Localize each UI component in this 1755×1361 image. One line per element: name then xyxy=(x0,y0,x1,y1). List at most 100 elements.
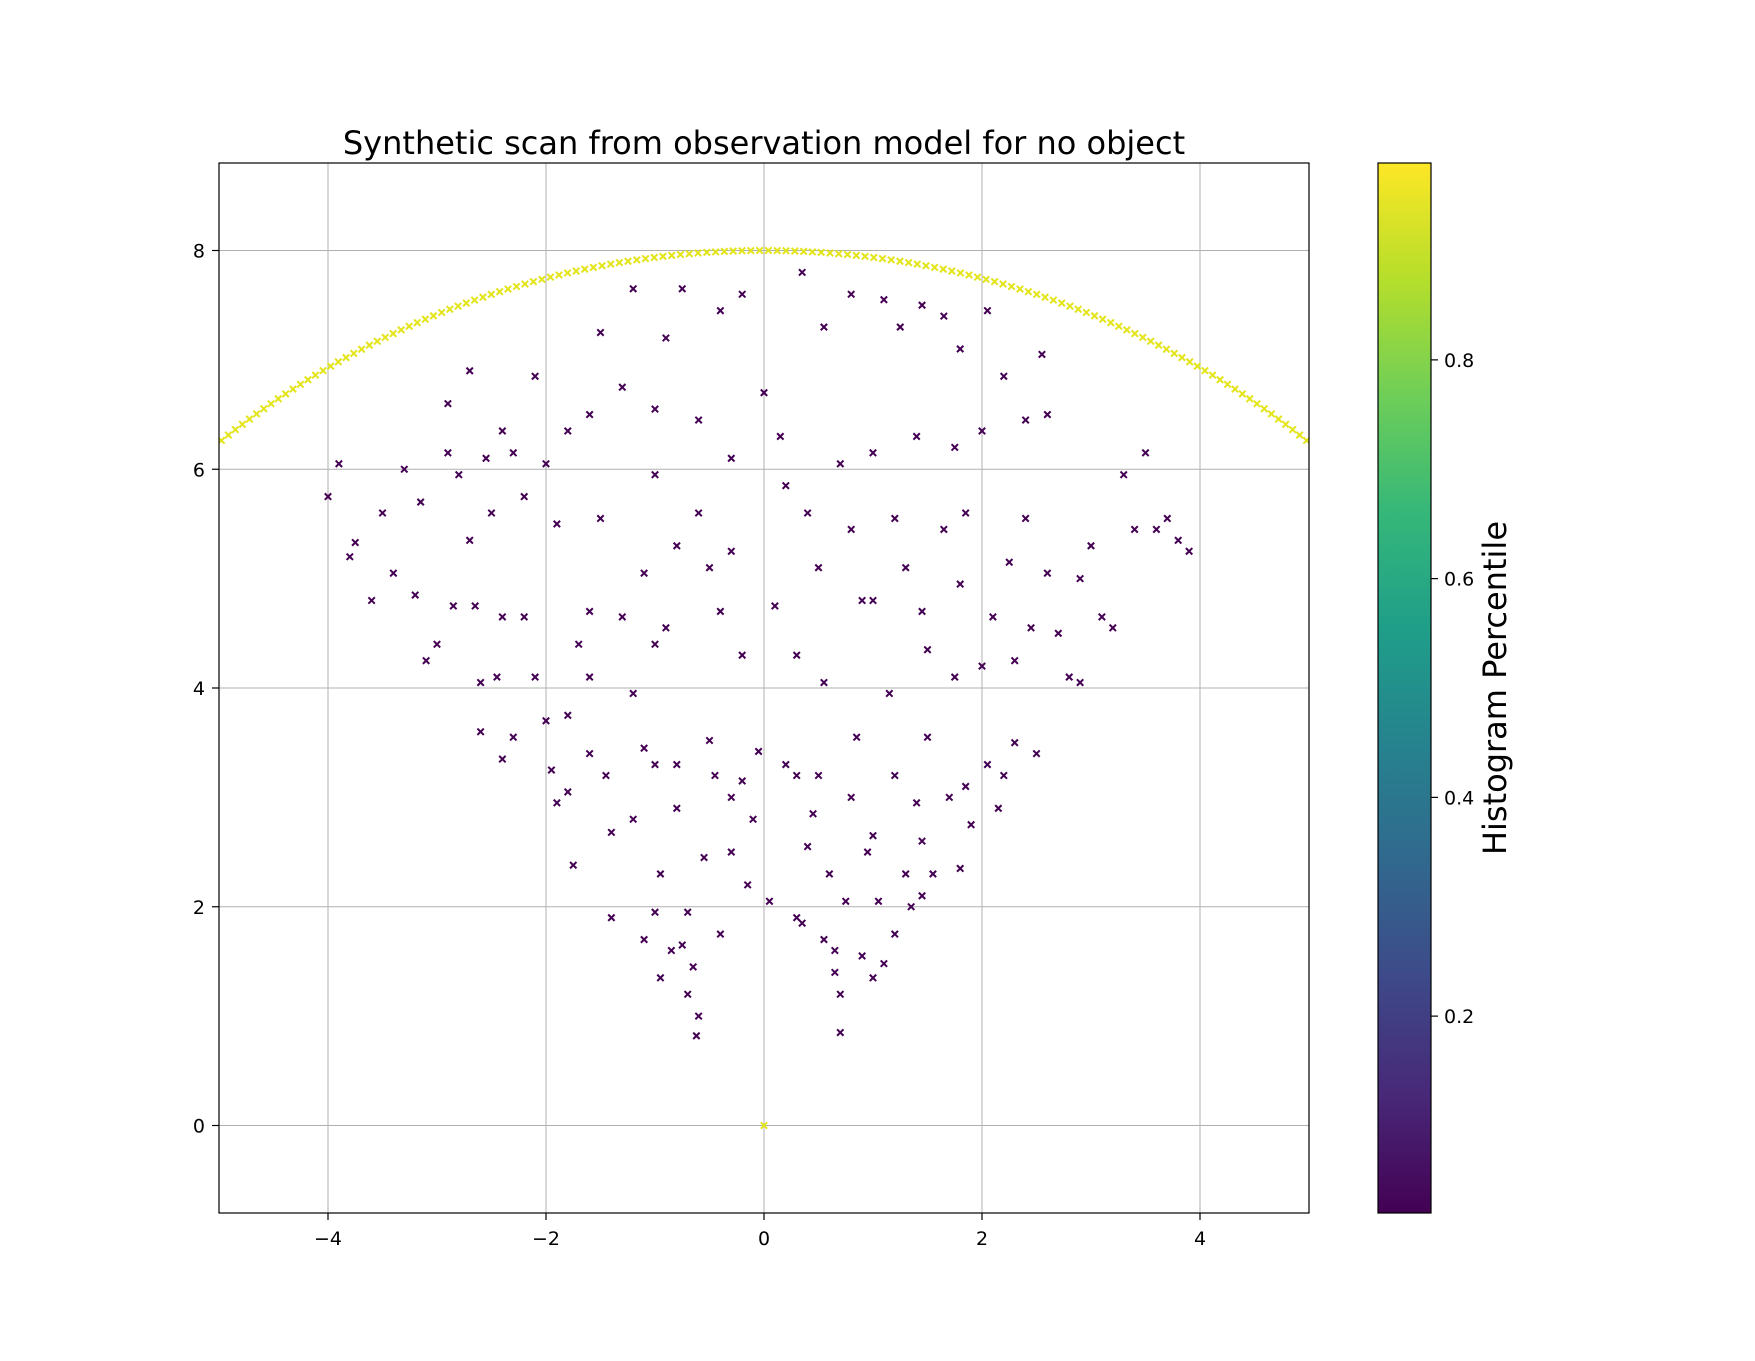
scatter-point-low xyxy=(1021,514,1030,523)
scatter-point-low xyxy=(389,569,398,578)
scatter-point-low xyxy=(661,334,670,342)
scatter-point-low xyxy=(830,968,839,977)
scatter-point-low xyxy=(585,673,594,681)
scatter-point-high xyxy=(1260,404,1269,413)
scatter-point-low xyxy=(400,465,409,474)
scatter-point-low xyxy=(552,798,561,807)
scatter-point-high xyxy=(1357,483,1363,489)
scatter-point-low xyxy=(918,891,926,900)
x-tick-label: 2 xyxy=(976,1228,988,1250)
scatter-point-high xyxy=(834,249,843,258)
scatter-point-high xyxy=(397,325,406,334)
scatter-point-low xyxy=(1005,558,1014,567)
scatter-point-low xyxy=(563,427,572,435)
scatter-point-high xyxy=(546,273,555,282)
scatter-point-high xyxy=(326,362,335,371)
scatter-point-low xyxy=(498,755,507,764)
scatter-point-low xyxy=(629,284,638,293)
scatter-point-low xyxy=(918,837,926,846)
scatter-point-high xyxy=(1245,394,1254,403)
scatter-point-low xyxy=(1152,525,1161,534)
scatter-point-low xyxy=(901,870,910,878)
scatter-point-high xyxy=(252,409,261,418)
scatter-point-low xyxy=(705,563,714,572)
scatter-point-low xyxy=(809,809,817,818)
scatter-point-high xyxy=(1223,380,1232,389)
scatter-point-low xyxy=(585,607,594,616)
scatter-point-low xyxy=(803,842,812,851)
scatter-point-low xyxy=(869,831,877,840)
scatter-point-high xyxy=(606,260,615,269)
scatter-point-high xyxy=(152,496,158,502)
colorbar-label: Histogram Percentile xyxy=(1476,521,1514,855)
colorbar-tick-label: 0.4 xyxy=(1444,787,1474,809)
scatter-point-low xyxy=(378,509,387,517)
scatter-point-low xyxy=(1185,547,1194,556)
scatter-point-low xyxy=(700,853,708,862)
scatter-point-high xyxy=(373,337,382,346)
scatter-point-low xyxy=(531,372,540,381)
scatter-point-low xyxy=(961,782,970,791)
scatter-point-high xyxy=(1032,290,1041,299)
scatter-point-low xyxy=(858,952,867,960)
scatter-point-low xyxy=(956,580,965,589)
scatter-point-low xyxy=(956,864,965,873)
y-tick-label: 8 xyxy=(193,241,205,263)
scatter-point-high xyxy=(289,385,297,394)
scatter-point-high xyxy=(760,1121,768,1130)
scatter-point-low xyxy=(476,727,485,736)
scatter-point-high xyxy=(224,431,233,439)
scatter-point-low xyxy=(727,547,736,556)
scatter-point-low xyxy=(454,470,463,479)
scatter-point-low xyxy=(498,427,507,435)
scatter-point-low xyxy=(651,760,659,769)
scatter-point-low xyxy=(345,552,354,561)
scatter-point-low xyxy=(978,662,986,671)
scatter-point-low xyxy=(727,848,736,856)
scatter-point-low xyxy=(683,908,692,917)
scatter-point-high xyxy=(1317,448,1323,454)
scatter-point-high xyxy=(685,249,694,258)
scatter-point-high xyxy=(134,514,140,520)
scatter-point-low xyxy=(1108,623,1117,632)
scatter-point-low xyxy=(667,946,676,955)
x-tick-label: 0 xyxy=(758,1228,770,1250)
scatter-point-low xyxy=(542,459,550,468)
scatter-point-high xyxy=(1106,318,1115,327)
scatter-point-low xyxy=(411,591,420,599)
scatter-point-high xyxy=(178,472,184,478)
scatter-point-high xyxy=(274,394,283,403)
scatter-point-low xyxy=(1010,738,1019,747)
scatter-point-low xyxy=(367,596,376,605)
scatter-point-low xyxy=(918,607,926,616)
scatter-point-low xyxy=(705,736,714,745)
scatter-point-high xyxy=(1310,443,1316,449)
scatter-point-low xyxy=(760,388,768,397)
scatter-point-high xyxy=(956,269,965,277)
scatter-point-low xyxy=(640,935,649,944)
scatter-point-low xyxy=(1010,656,1019,665)
scatter-point-low xyxy=(716,306,725,315)
y-axis: 0 2 4 6 8 xyxy=(193,241,219,1138)
scatter-point-low xyxy=(482,454,490,463)
scatter-point-high xyxy=(869,253,878,262)
scatter-point-high xyxy=(817,248,826,257)
scatter-point-high xyxy=(445,305,454,314)
scatter-point-high xyxy=(1049,296,1058,305)
scatter-point-high xyxy=(641,254,650,263)
x-tick-label: 4 xyxy=(1194,1228,1206,1250)
scatter-point-low xyxy=(607,913,616,922)
scatter-point-low xyxy=(858,596,867,605)
scatter-point-low xyxy=(994,804,1003,813)
scatter-point-low xyxy=(912,798,921,807)
scatter-point-high xyxy=(1208,371,1217,380)
scatter-point-low xyxy=(912,432,921,441)
scatter-point-high xyxy=(1162,345,1171,354)
y-tick-label: 6 xyxy=(193,459,205,481)
scatter-point-high xyxy=(357,345,366,354)
scatter-point-high xyxy=(878,254,887,263)
scatter-point-high xyxy=(939,265,948,274)
scatter-point-low xyxy=(1076,678,1085,687)
scatter-points xyxy=(134,246,1363,1130)
scatter-point-high xyxy=(1090,311,1099,320)
